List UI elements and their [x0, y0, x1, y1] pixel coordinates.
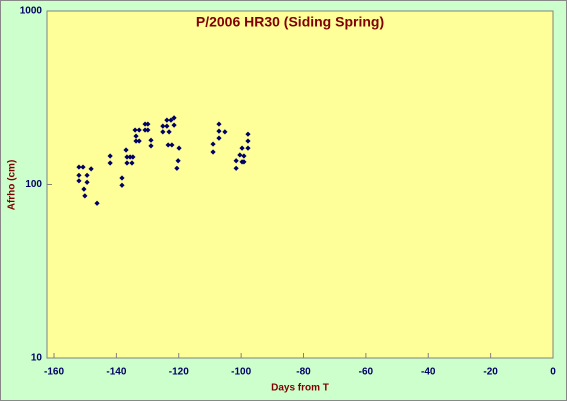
- data-point: [210, 149, 216, 155]
- data-point: [84, 179, 90, 185]
- data-point: [130, 154, 136, 160]
- data-point: [81, 186, 87, 192]
- data-point: [168, 117, 174, 123]
- data-point: [82, 193, 88, 199]
- data-point: [136, 127, 142, 133]
- data-point: [239, 145, 245, 151]
- data-point: [171, 122, 177, 128]
- data-point: [175, 158, 181, 164]
- data-point: [174, 165, 180, 171]
- x-tick-label: 0: [550, 367, 556, 378]
- data-point: [136, 138, 142, 144]
- y-tick-label: 100: [25, 179, 42, 190]
- data-point: [216, 135, 222, 141]
- data-point: [76, 172, 82, 178]
- data-point: [245, 145, 251, 151]
- chart-title: P/2006 HR30 (Siding Spring): [196, 14, 384, 30]
- data-point: [133, 138, 139, 144]
- data-point: [216, 128, 222, 134]
- data-point: [145, 127, 151, 133]
- plot-area: [46, 10, 554, 359]
- data-point: [132, 127, 138, 133]
- data-point: [245, 138, 251, 144]
- data-point: [233, 158, 239, 164]
- data-point: [84, 172, 90, 178]
- data-point: [176, 145, 182, 151]
- data-point: [160, 123, 166, 129]
- data-point: [148, 137, 154, 143]
- data-point: [171, 115, 177, 121]
- data-point: [76, 178, 82, 184]
- data-point: [245, 131, 251, 137]
- data-point: [164, 123, 170, 129]
- x-tick-label: -120: [169, 367, 189, 378]
- data-point: [210, 141, 216, 147]
- data-point: [237, 152, 243, 158]
- data-point: [145, 121, 151, 127]
- y-tick-label: 10: [31, 353, 43, 364]
- data-point: [124, 154, 130, 160]
- data-point: [160, 129, 166, 135]
- data-point: [233, 165, 239, 171]
- data-point: [166, 129, 172, 135]
- x-tick-label: -20: [483, 367, 498, 378]
- data-point: [119, 175, 125, 181]
- data-point: [164, 117, 170, 123]
- data-point: [133, 133, 139, 139]
- data-point: [124, 160, 130, 166]
- data-point: [129, 160, 135, 166]
- data-point: [142, 121, 148, 127]
- data-point: [107, 160, 113, 166]
- data-point: [80, 164, 86, 170]
- data-point: [127, 154, 133, 160]
- data-point: [148, 143, 154, 149]
- x-tick-label: -80: [296, 367, 311, 378]
- x-tick-label: -60: [359, 367, 374, 378]
- data-point: [142, 127, 148, 133]
- data-point: [216, 121, 222, 127]
- data-point: [241, 159, 247, 165]
- data-point: [165, 142, 171, 148]
- data-point: [94, 200, 100, 206]
- data-point: [123, 147, 129, 153]
- x-tick-label: -100: [231, 367, 251, 378]
- x-axis-label: Days from T: [271, 383, 329, 394]
- data-point: [241, 153, 247, 159]
- data-point: [76, 164, 82, 170]
- data-point: [88, 166, 94, 172]
- y-tick-label: 1000: [20, 6, 43, 17]
- x-tick-label: -140: [106, 367, 126, 378]
- data-point: [119, 182, 125, 188]
- x-tick-label: -40: [421, 367, 436, 378]
- y-axis-label: Afrho (cm): [7, 160, 18, 211]
- data-point: [222, 129, 228, 135]
- x-tick-label: -160: [44, 367, 64, 378]
- data-point: [169, 142, 175, 148]
- data-point: [107, 153, 113, 159]
